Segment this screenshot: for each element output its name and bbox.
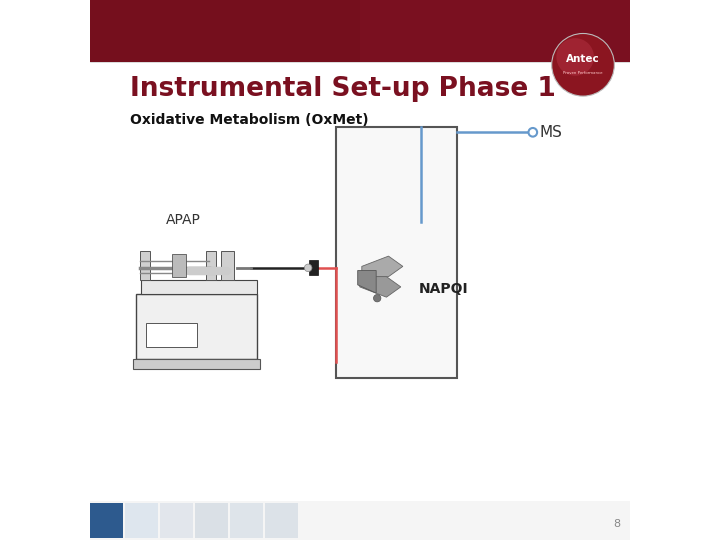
Bar xyxy=(133,359,260,369)
Text: 8: 8 xyxy=(613,519,620,529)
Bar xyxy=(141,280,258,294)
Bar xyxy=(160,503,193,538)
Bar xyxy=(90,501,630,540)
Circle shape xyxy=(528,128,537,137)
Bar xyxy=(136,294,258,359)
Bar xyxy=(336,127,457,378)
Bar xyxy=(125,503,158,538)
Circle shape xyxy=(557,38,594,76)
Text: MS: MS xyxy=(540,125,563,140)
Bar xyxy=(221,251,235,280)
Circle shape xyxy=(374,294,381,302)
Bar xyxy=(90,0,360,62)
Circle shape xyxy=(305,264,312,272)
Polygon shape xyxy=(358,271,376,293)
Bar xyxy=(140,251,150,280)
Text: Proven Performance: Proven Performance xyxy=(563,71,603,75)
Text: APAP: APAP xyxy=(166,213,200,227)
Circle shape xyxy=(552,33,614,96)
Bar xyxy=(195,503,228,538)
Bar xyxy=(172,254,186,277)
Bar xyxy=(90,0,630,62)
Bar xyxy=(207,251,216,280)
Text: Oxidative Metabolism (OxMet): Oxidative Metabolism (OxMet) xyxy=(130,113,369,127)
Bar xyxy=(309,260,318,275)
Polygon shape xyxy=(362,256,403,276)
Bar xyxy=(230,503,263,538)
Bar xyxy=(90,503,123,538)
Polygon shape xyxy=(360,276,401,297)
Bar xyxy=(265,503,298,538)
Bar xyxy=(145,322,197,347)
Text: NAPQI: NAPQI xyxy=(419,282,468,296)
Text: Instrumental Set-up Phase 1: Instrumental Set-up Phase 1 xyxy=(130,76,557,102)
Text: Antec: Antec xyxy=(566,54,600,64)
